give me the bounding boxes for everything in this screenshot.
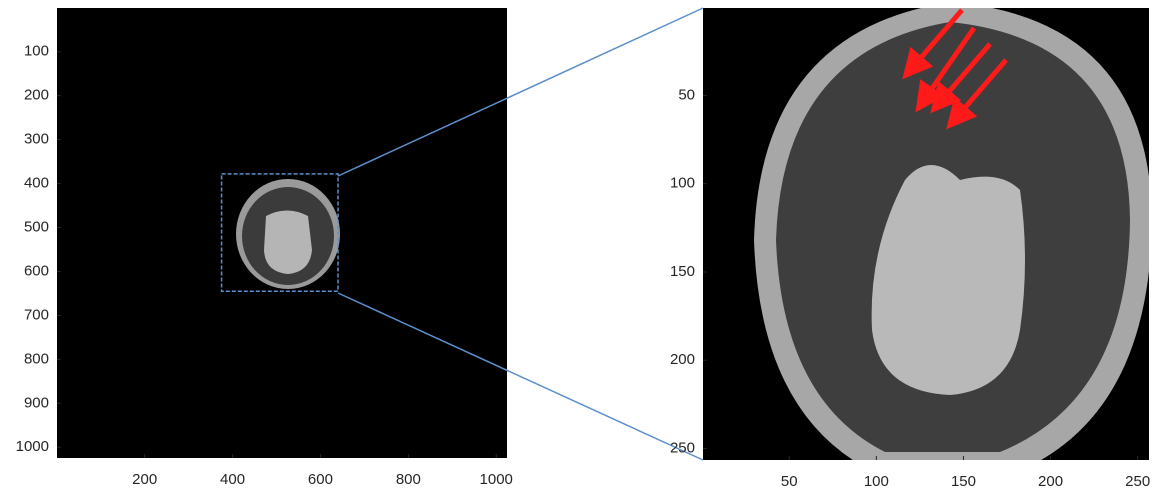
x-tick-label: 50 [781, 473, 798, 490]
y-tick-label: 100 [24, 43, 49, 60]
y-tick-label: 800 [24, 350, 49, 367]
x-tick-label: 200 [1038, 473, 1063, 490]
y-tick-label: 700 [24, 306, 49, 323]
y-tick-label: 150 [670, 263, 695, 280]
y-tick-label: 200 [24, 87, 49, 104]
left-center [264, 211, 312, 275]
x-tick-label: 600 [308, 471, 333, 488]
x-tick-label: 250 [1125, 473, 1150, 490]
x-tick-label: 400 [220, 471, 245, 488]
x-tick-label: 800 [396, 471, 421, 488]
y-tick-label: 500 [24, 218, 49, 235]
y-tick-label: 400 [24, 175, 49, 192]
y-tick-label: 300 [24, 131, 49, 148]
y-tick-label: 600 [24, 262, 49, 279]
x-tick-label: 150 [951, 473, 976, 490]
y-tick-label: 1000 [16, 438, 49, 455]
right-head-group [754, 2, 1152, 475]
y-tick-label: 200 [670, 351, 695, 368]
x-tick-label: 1000 [480, 471, 513, 488]
y-tick-label: 900 [24, 394, 49, 411]
page: 200 400 600 800 1000 100 200 300 400 500 600 700 800… [0, 0, 1168, 493]
y-tick-label: 100 [670, 175, 695, 192]
y-tick-label: 250 [670, 439, 695, 456]
x-tick-label: 200 [132, 471, 157, 488]
x-tick-label: 100 [864, 473, 889, 490]
figure: 200 400 600 800 1000 100 200 300 400 500 600 700 800… [0, 0, 1168, 493]
y-tick-label: 50 [678, 86, 695, 103]
